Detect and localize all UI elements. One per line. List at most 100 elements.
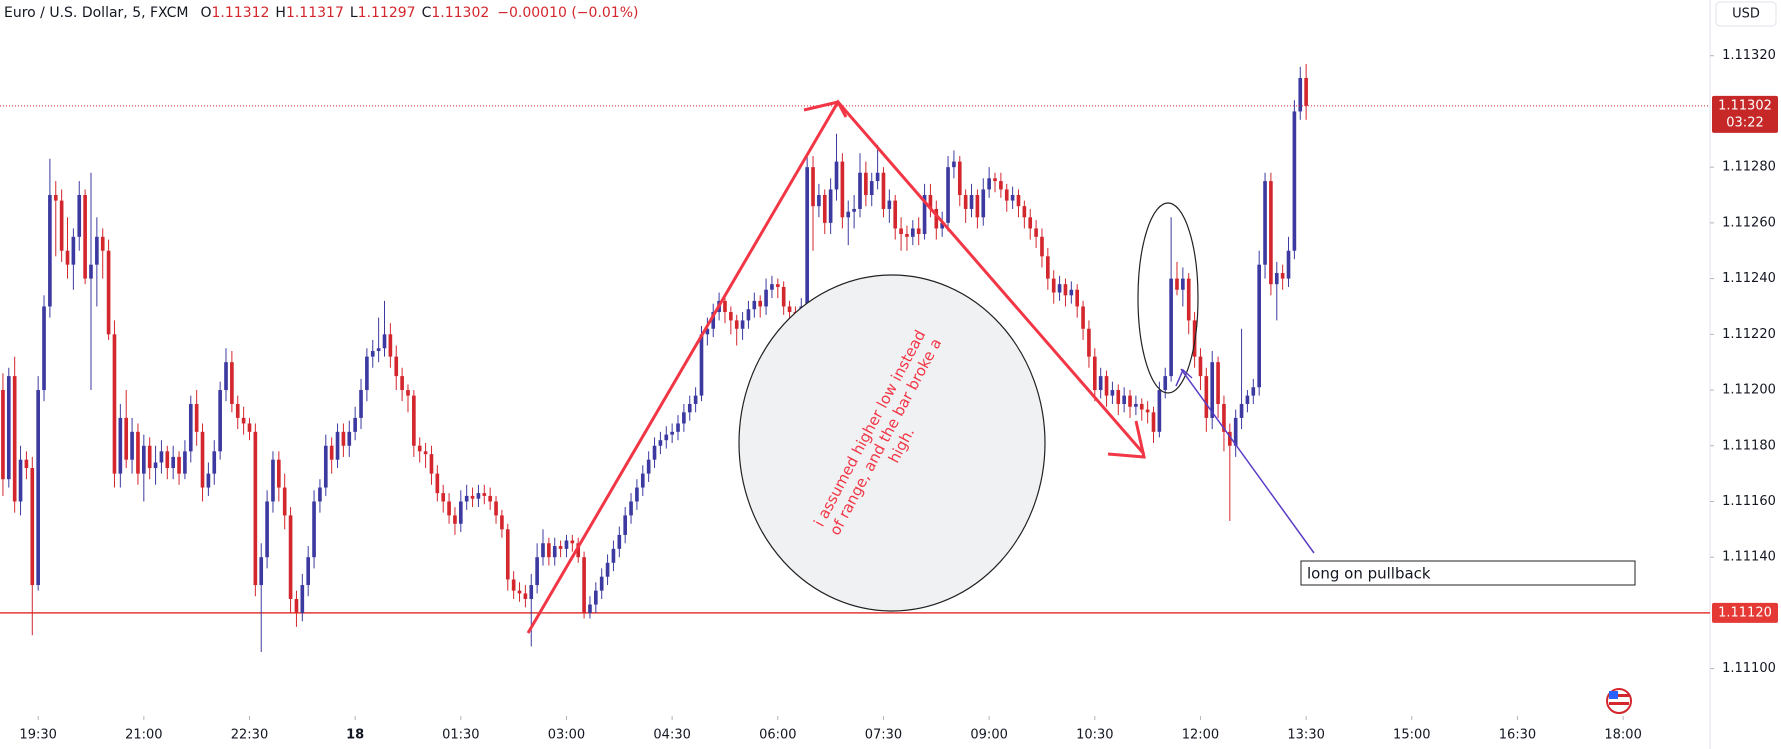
- candle-body: [171, 456, 175, 469]
- candle-body: [922, 195, 927, 235]
- y-tick-label: 1.11140: [1722, 550, 1776, 565]
- candle-body: [541, 543, 545, 558]
- candle-body: [347, 431, 352, 446]
- symbol: Euro / U.S. Dollar, 5, FXCM: [4, 5, 188, 21]
- candle-body: [500, 515, 504, 530]
- close-value: 1.11302: [431, 5, 489, 21]
- candle-body: [858, 172, 862, 209]
- x-tick-label: 18: [346, 728, 364, 743]
- x-tick-label: 19:30: [19, 728, 56, 743]
- candle-body: [570, 540, 575, 544]
- currency-button[interactable]: [1715, 1, 1777, 27]
- candle-body: [999, 181, 1003, 190]
- candle-body: [218, 390, 222, 452]
- x-tick-label: 07:30: [865, 728, 902, 743]
- candle-body: [1069, 289, 1074, 296]
- candle-body: [987, 178, 991, 190]
- candle-body: [758, 300, 763, 307]
- candle-body: [1169, 278, 1173, 377]
- candle-body: [770, 284, 774, 290]
- candle-body: [670, 431, 674, 435]
- candle-body: [623, 515, 627, 535]
- candle-body: [881, 172, 886, 209]
- drawings: [526, 99, 1636, 634]
- countdown: 03:22: [1726, 115, 1763, 130]
- candle-body: [53, 195, 58, 201]
- candle-body: [1104, 376, 1109, 396]
- candle-body: [963, 195, 968, 209]
- candle-body: [729, 312, 733, 321]
- hline-tag: [1712, 602, 1778, 623]
- candle-body: [611, 548, 616, 563]
- candle-body: [864, 172, 868, 196]
- candle-body: [1075, 289, 1080, 307]
- candle-body: [106, 250, 111, 335]
- candle-body: [746, 309, 751, 321]
- candle-body: [1016, 195, 1021, 207]
- candle-body: [693, 395, 698, 404]
- candle-body: [142, 445, 146, 474]
- candle-body: [165, 451, 170, 469]
- x-tick-label: 12:00: [1182, 728, 1219, 743]
- candle-body: [277, 459, 281, 488]
- candle-body: [664, 434, 669, 441]
- candle-body: [230, 362, 234, 404]
- candle-body: [335, 431, 340, 460]
- candle-body: [353, 417, 357, 432]
- candle-body: [329, 445, 334, 460]
- candle-body: [1139, 403, 1144, 410]
- candle-body: [1051, 278, 1056, 293]
- candle-body: [494, 501, 498, 516]
- text-box-label: long on pullback: [1307, 565, 1431, 583]
- candle-body: [300, 585, 305, 613]
- pointer-line: [1180, 368, 1315, 554]
- currency[interactable]: USD: [1732, 7, 1760, 22]
- candle-body: [899, 228, 903, 235]
- candle-body: [482, 493, 487, 496]
- flag-stripe: [1609, 694, 1629, 697]
- candle-body: [1163, 376, 1168, 391]
- candle-body: [1304, 78, 1308, 106]
- candle-body: [576, 543, 581, 558]
- y-tick-label: 1.11180: [1722, 438, 1776, 453]
- candle-body: [183, 451, 187, 474]
- candle-body: [382, 334, 387, 349]
- candle-body: [811, 167, 815, 207]
- candle-body: [1092, 356, 1097, 391]
- candle-body: [271, 459, 275, 502]
- candle-body: [646, 459, 651, 474]
- candle-body: [1022, 206, 1027, 218]
- candle-body: [705, 328, 710, 335]
- candle-body: [1192, 320, 1197, 357]
- candle-body: [1081, 306, 1085, 329]
- candle-body: [629, 501, 633, 516]
- candle-body: [952, 161, 956, 168]
- candle-body: [476, 493, 481, 499]
- candle-body: [1292, 111, 1297, 251]
- candle-body: [447, 501, 451, 516]
- candle-body: [488, 495, 492, 502]
- candle-body: [523, 593, 528, 599]
- arrow-head: [803, 100, 848, 118]
- candle-body: [652, 445, 657, 460]
- candle-body: [282, 487, 287, 516]
- candle-body: [65, 250, 70, 265]
- candle-body: [852, 208, 856, 212]
- candle-body: [564, 540, 569, 549]
- candle-body: [394, 356, 399, 377]
- x-tick-label: 09:00: [970, 728, 1007, 743]
- y-tick-label: 1.11280: [1722, 160, 1776, 175]
- x-tick-label: 22:30: [231, 728, 268, 743]
- candle-body: [617, 534, 622, 549]
- candle-body: [775, 284, 780, 287]
- candle-body: [640, 473, 645, 488]
- candle-body: [1057, 284, 1062, 293]
- candle-body: [406, 390, 410, 396]
- candle-body: [752, 300, 757, 310]
- candle-body: [1087, 328, 1091, 357]
- candle-body: [429, 454, 434, 474]
- high-value: 1.11317: [286, 5, 344, 21]
- candle-body: [458, 501, 463, 524]
- candle-body: [764, 289, 768, 307]
- candle-body: [905, 234, 909, 237]
